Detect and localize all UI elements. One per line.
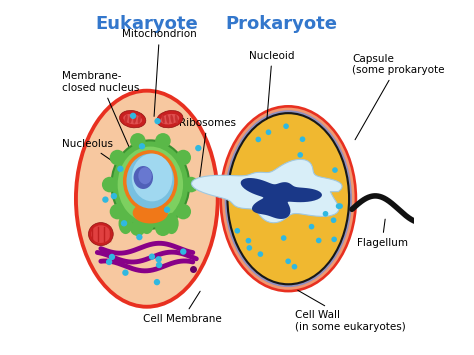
- Ellipse shape: [157, 110, 183, 128]
- Text: Membrane-
closed nucleus: Membrane- closed nucleus: [62, 71, 139, 161]
- Circle shape: [155, 118, 161, 124]
- Circle shape: [332, 167, 338, 173]
- Circle shape: [257, 251, 263, 257]
- Ellipse shape: [127, 154, 174, 208]
- Circle shape: [316, 237, 321, 243]
- Text: Flagellum: Flagellum: [356, 219, 408, 248]
- Circle shape: [155, 256, 162, 262]
- Circle shape: [285, 258, 291, 264]
- Circle shape: [109, 150, 125, 165]
- Circle shape: [139, 143, 145, 149]
- Ellipse shape: [91, 225, 110, 243]
- Ellipse shape: [134, 166, 153, 189]
- Ellipse shape: [138, 115, 141, 124]
- Text: Cell Wall
(in some eukaryotes): Cell Wall (in some eukaryotes): [295, 290, 406, 332]
- Circle shape: [281, 235, 286, 241]
- Ellipse shape: [123, 114, 142, 125]
- Circle shape: [130, 113, 136, 119]
- Ellipse shape: [89, 223, 113, 246]
- Text: Prokaryote: Prokaryote: [225, 15, 337, 33]
- Circle shape: [246, 238, 251, 244]
- Circle shape: [175, 204, 191, 219]
- Circle shape: [136, 234, 143, 240]
- Ellipse shape: [133, 115, 137, 124]
- Circle shape: [235, 228, 240, 234]
- Text: Cell Membrane: Cell Membrane: [143, 291, 222, 324]
- Ellipse shape: [118, 213, 133, 234]
- Ellipse shape: [125, 115, 128, 124]
- Ellipse shape: [138, 167, 152, 184]
- Text: Eukaryote: Eukaryote: [95, 15, 198, 33]
- Circle shape: [130, 133, 146, 149]
- Circle shape: [292, 264, 297, 269]
- Circle shape: [155, 133, 171, 149]
- Ellipse shape: [123, 150, 178, 212]
- Ellipse shape: [133, 202, 168, 223]
- Ellipse shape: [228, 114, 348, 283]
- Ellipse shape: [225, 110, 352, 287]
- Circle shape: [255, 137, 261, 142]
- Circle shape: [156, 262, 162, 268]
- Ellipse shape: [111, 140, 189, 229]
- Ellipse shape: [164, 213, 179, 234]
- Text: Ribosomes: Ribosomes: [179, 118, 236, 187]
- Ellipse shape: [171, 115, 173, 124]
- Ellipse shape: [227, 112, 350, 285]
- Circle shape: [309, 224, 314, 229]
- Ellipse shape: [119, 110, 146, 128]
- Circle shape: [102, 177, 118, 192]
- Circle shape: [265, 130, 271, 135]
- Circle shape: [336, 203, 341, 209]
- Ellipse shape: [166, 115, 169, 124]
- Circle shape: [155, 220, 171, 236]
- Circle shape: [164, 207, 170, 213]
- Circle shape: [297, 152, 303, 158]
- Circle shape: [300, 136, 305, 142]
- Ellipse shape: [162, 115, 165, 124]
- Circle shape: [154, 279, 160, 285]
- Text: Capsule
(some prokaryote: Capsule (some prokaryote: [352, 54, 445, 140]
- Circle shape: [130, 220, 146, 236]
- Circle shape: [109, 254, 115, 260]
- Circle shape: [102, 196, 109, 203]
- Ellipse shape: [140, 213, 154, 234]
- Polygon shape: [191, 159, 342, 223]
- Ellipse shape: [219, 105, 357, 293]
- Text: Mitochondrion: Mitochondrion: [122, 29, 197, 116]
- Circle shape: [175, 150, 191, 165]
- Ellipse shape: [118, 147, 183, 223]
- Ellipse shape: [132, 154, 173, 201]
- Circle shape: [180, 248, 186, 255]
- Ellipse shape: [129, 115, 132, 124]
- Circle shape: [109, 204, 125, 219]
- Circle shape: [331, 236, 337, 242]
- Ellipse shape: [74, 89, 219, 309]
- Ellipse shape: [160, 114, 179, 125]
- Text: Nucleoid: Nucleoid: [249, 50, 295, 159]
- Circle shape: [331, 217, 337, 223]
- Circle shape: [106, 259, 112, 265]
- Circle shape: [122, 269, 128, 276]
- Circle shape: [195, 145, 201, 151]
- Circle shape: [149, 253, 155, 260]
- Circle shape: [111, 193, 117, 199]
- Text: Nucleolus: Nucleolus: [62, 139, 134, 176]
- Ellipse shape: [222, 108, 355, 290]
- Polygon shape: [241, 178, 322, 219]
- Circle shape: [121, 220, 127, 226]
- Ellipse shape: [78, 93, 216, 305]
- Circle shape: [183, 177, 199, 192]
- Circle shape: [283, 124, 289, 129]
- Ellipse shape: [175, 115, 178, 124]
- Circle shape: [246, 245, 252, 251]
- Circle shape: [117, 166, 124, 172]
- Circle shape: [323, 211, 328, 217]
- Circle shape: [337, 203, 343, 209]
